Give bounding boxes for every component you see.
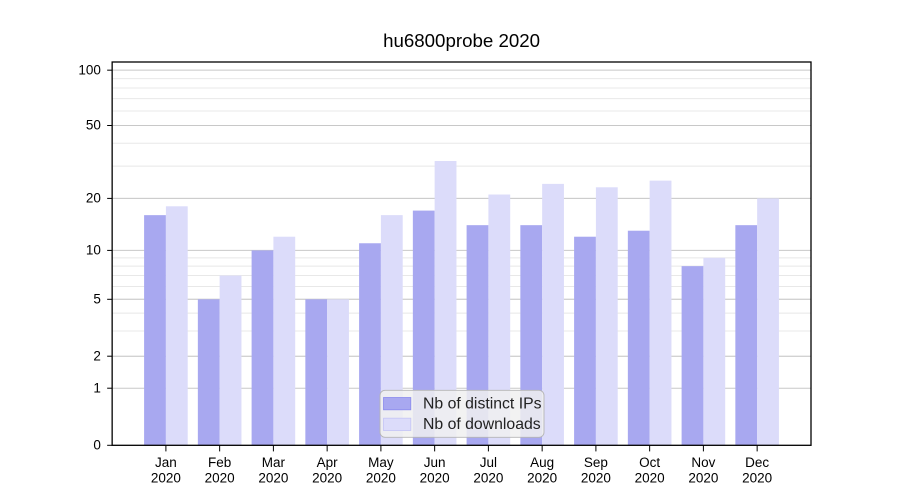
svg-text:2020: 2020 xyxy=(366,470,396,485)
svg-text:2020: 2020 xyxy=(742,470,772,485)
svg-text:Dec: Dec xyxy=(745,455,769,470)
svg-text:Jan: Jan xyxy=(155,455,177,470)
svg-text:2020: 2020 xyxy=(151,470,181,485)
svg-text:Feb: Feb xyxy=(208,455,231,470)
svg-text:2020: 2020 xyxy=(527,470,557,485)
svg-text:5: 5 xyxy=(93,292,101,307)
svg-text:2020: 2020 xyxy=(205,470,235,485)
svg-text:2020: 2020 xyxy=(473,470,503,485)
svg-text:Apr: Apr xyxy=(317,455,339,470)
svg-text:20: 20 xyxy=(86,191,101,206)
svg-text:100: 100 xyxy=(78,62,101,77)
svg-text:May: May xyxy=(368,455,394,470)
svg-text:2020: 2020 xyxy=(688,470,718,485)
svg-text:2: 2 xyxy=(93,348,101,363)
svg-text:Aug: Aug xyxy=(530,455,554,470)
svg-text:2020: 2020 xyxy=(258,470,288,485)
svg-text:hu6800probe 2020: hu6800probe 2020 xyxy=(383,30,540,51)
svg-text:Nb of distinct IPs: Nb of distinct IPs xyxy=(423,395,542,412)
svg-text:Mar: Mar xyxy=(262,455,286,470)
svg-text:Jul: Jul xyxy=(480,455,497,470)
svg-text:Jun: Jun xyxy=(424,455,446,470)
svg-text:0: 0 xyxy=(93,438,101,453)
svg-text:Sep: Sep xyxy=(584,455,608,470)
svg-text:Nb of downloads: Nb of downloads xyxy=(423,416,541,433)
svg-text:2020: 2020 xyxy=(635,470,665,485)
svg-text:Nov: Nov xyxy=(691,455,715,470)
svg-text:2020: 2020 xyxy=(581,470,611,485)
svg-text:2020: 2020 xyxy=(420,470,450,485)
svg-text:1: 1 xyxy=(93,380,101,395)
svg-text:50: 50 xyxy=(86,118,101,133)
svg-text:Oct: Oct xyxy=(639,455,660,470)
svg-text:2020: 2020 xyxy=(312,470,342,485)
svg-text:10: 10 xyxy=(86,243,101,258)
